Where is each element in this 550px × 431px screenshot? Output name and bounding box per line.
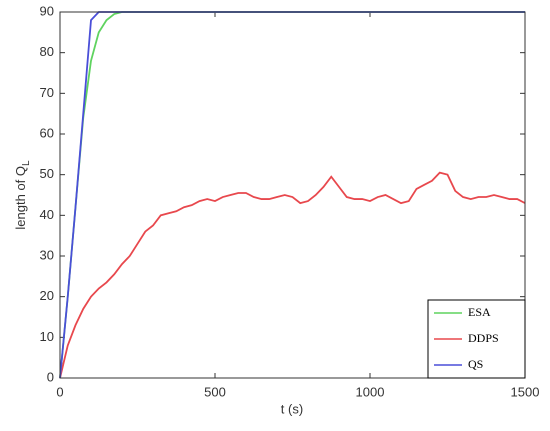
y-tick-label: 0 (47, 369, 54, 384)
y-tick-label: 90 (40, 3, 54, 18)
y-tick-label: 50 (40, 166, 54, 181)
legend-label: QS (468, 357, 483, 371)
y-tick-label: 70 (40, 85, 54, 100)
x-tick-label: 0 (56, 384, 63, 399)
y-axis-label-main: length of Q (13, 166, 28, 230)
y-tick-label: 30 (40, 247, 54, 262)
y-tick-label: 20 (40, 288, 54, 303)
plot-frame (59, 11, 526, 379)
y-tick-label: 40 (40, 207, 54, 222)
x-tick-label: 1000 (356, 384, 385, 399)
legend-label: DDPS (468, 331, 499, 345)
x-axis-label: t (s) (281, 401, 303, 416)
x-tick-label: 1500 (511, 384, 540, 399)
data-line (59, 171, 526, 379)
y-axis-label-subscript: L (21, 160, 32, 166)
legend-label: ESA (468, 305, 491, 319)
y-axis-label: length of QL (13, 160, 31, 230)
y-tick-label: 80 (40, 44, 54, 59)
y-tick-label: 10 (40, 329, 54, 344)
y-tick-label: 60 (40, 125, 54, 140)
x-tick-label: 500 (204, 384, 226, 399)
